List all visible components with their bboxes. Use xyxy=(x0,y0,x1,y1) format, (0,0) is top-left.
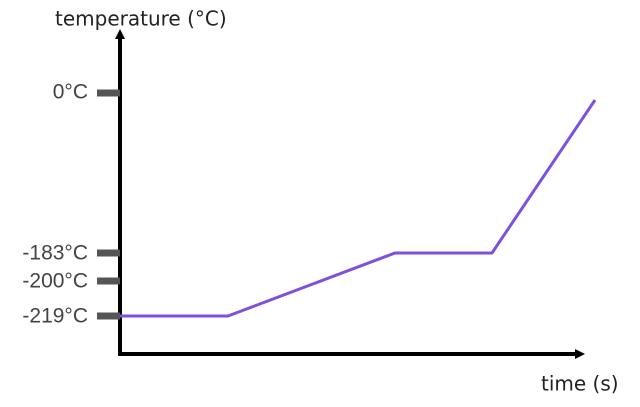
tick-label: -183°C xyxy=(22,242,88,265)
tick-label: 0°C xyxy=(53,81,88,104)
tick-label: -200°C xyxy=(22,270,88,293)
x-axis-label: time (s) xyxy=(541,372,619,396)
y-axis-label: temperature (°C) xyxy=(55,7,227,31)
heating-curve xyxy=(120,99,597,318)
tick-label: -219°C xyxy=(22,305,88,328)
